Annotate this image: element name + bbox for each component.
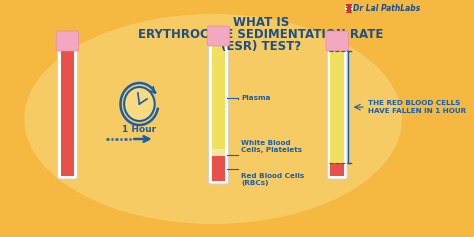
Bar: [212, 149, 225, 156]
Text: Plasma: Plasma: [241, 95, 271, 101]
Circle shape: [124, 87, 155, 121]
FancyBboxPatch shape: [209, 40, 228, 184]
Bar: [61, 49, 74, 176]
Bar: [330, 163, 344, 176]
Bar: [330, 49, 344, 163]
Text: WHAT IS: WHAT IS: [233, 15, 289, 28]
Text: THE RED BLOOD CELLS
HAVE FALLEN IN 1 HOUR: THE RED BLOOD CELLS HAVE FALLEN IN 1 HOU…: [368, 100, 466, 114]
Bar: [330, 49, 344, 176]
Bar: [351, 8, 353, 9]
Bar: [61, 49, 74, 176]
Text: ERYTHROCYTE SEDIMENTATION RATE: ERYTHROCYTE SEDIMENTATION RATE: [138, 27, 383, 41]
Bar: [212, 156, 225, 181]
FancyBboxPatch shape: [328, 45, 347, 179]
FancyBboxPatch shape: [56, 31, 79, 51]
FancyBboxPatch shape: [326, 31, 348, 51]
Text: Red Blood Cells
(RBCs): Red Blood Cells (RBCs): [241, 173, 304, 186]
FancyBboxPatch shape: [207, 26, 230, 46]
Bar: [351, 11, 353, 12]
Text: White Blood
Cells, Platelets: White Blood Cells, Platelets: [241, 140, 302, 153]
FancyBboxPatch shape: [57, 45, 77, 179]
Text: (ESR) TEST?: (ESR) TEST?: [221, 40, 301, 53]
Bar: [346, 4, 352, 13]
Text: Dr Lal PathLabs: Dr Lal PathLabs: [354, 4, 420, 13]
Ellipse shape: [24, 14, 402, 224]
Bar: [351, 6, 353, 7]
Text: 1 Hour: 1 Hour: [122, 126, 156, 135]
Bar: [212, 44, 225, 181]
Bar: [212, 44, 225, 149]
